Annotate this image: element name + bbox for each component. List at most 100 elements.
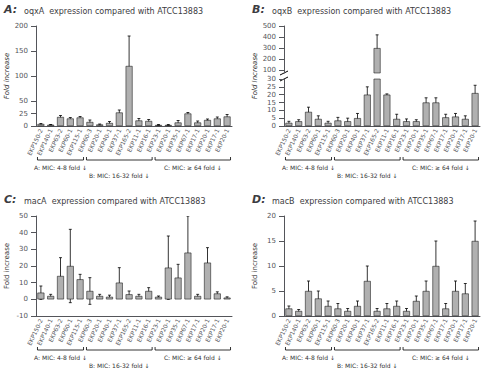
svg-text:EKP20-1: EKP20-1 bbox=[402, 127, 420, 153]
svg-text:A: MIC: 4-8 fold ↓: A: MIC: 4-8 fold ↓ bbox=[282, 354, 335, 361]
svg-text:30: 30 bbox=[19, 245, 28, 253]
svg-text:B: MIC: 16-32 fold ↓: B: MIC: 16-32 fold ↓ bbox=[337, 172, 398, 179]
svg-text:B: MIC: 16-32 fold ↓: B: MIC: 16-32 fold ↓ bbox=[337, 362, 398, 369]
svg-text:EKP165-2: EKP165-2 bbox=[113, 317, 133, 347]
svg-text:Fold increase: Fold increase bbox=[3, 243, 11, 289]
svg-text:Fold increase: Fold increase bbox=[251, 243, 259, 289]
svg-text:40: 40 bbox=[19, 229, 28, 237]
svg-text:Fold increase: Fold increase bbox=[3, 53, 11, 100]
svg-text:B: MIC: 16-32 fold ↓: B: MIC: 16-32 fold ↓ bbox=[89, 172, 150, 179]
svg-text:EKP20-1: EKP20-1 bbox=[213, 127, 230, 153]
svg-text:EKP35-1: EKP35-1 bbox=[412, 127, 430, 153]
svg-text:EKP63-2: EKP63-2 bbox=[294, 127, 312, 153]
svg-text:C: MIC: ≥ 64 fold ↓: C: MIC: ≥ 64 fold ↓ bbox=[164, 354, 222, 361]
svg-text:EKP23-1: EKP23-1 bbox=[144, 127, 162, 153]
svg-text:EKP115-1: EKP115-1 bbox=[64, 317, 84, 347]
svg-text:EKP60-1: EKP60-1 bbox=[56, 317, 74, 343]
svg-text:EKP20-1: EKP20-1 bbox=[154, 127, 172, 153]
svg-text:EKP115-1: EKP115-1 bbox=[312, 317, 332, 347]
svg-text:A: MIC: 4-8 fold ↓: A: MIC: 4-8 fold ↓ bbox=[282, 164, 335, 171]
svg-text:10: 10 bbox=[267, 106, 276, 114]
svg-text:10: 10 bbox=[19, 279, 28, 287]
svg-text:EKP37-1: EKP37-1 bbox=[105, 127, 123, 153]
svg-text:EKP140-1: EKP140-1 bbox=[35, 127, 54, 157]
svg-text:200: 200 bbox=[15, 22, 28, 30]
svg-text:EKP60-3: EKP60-3 bbox=[76, 127, 94, 153]
svg-text:25: 25 bbox=[19, 110, 28, 118]
svg-text:15: 15 bbox=[267, 237, 276, 245]
svg-text:EKP140-1: EKP140-1 bbox=[35, 317, 54, 347]
svg-text:EKP20-1: EKP20-1 bbox=[193, 127, 211, 153]
svg-text:30: 30 bbox=[267, 75, 276, 83]
svg-text:EKP17-1: EKP17-1 bbox=[451, 127, 469, 153]
svg-text:EKP60-1: EKP60-1 bbox=[56, 127, 74, 153]
svg-text:EKP63-2: EKP63-2 bbox=[46, 127, 64, 153]
svg-text:EKP23-1: EKP23-1 bbox=[392, 127, 410, 153]
svg-text:C:: C: bbox=[4, 193, 16, 206]
svg-text:EKP67-1: EKP67-1 bbox=[174, 127, 192, 153]
svg-text:EKP20-1: EKP20-1 bbox=[441, 127, 459, 153]
svg-text:0: 0 bbox=[24, 122, 28, 130]
svg-text:EKP20-1: EKP20-1 bbox=[213, 317, 230, 343]
svg-text:20: 20 bbox=[267, 91, 276, 99]
svg-text:20: 20 bbox=[267, 212, 276, 220]
svg-text:A: MIC: 4-8 fold ↓: A: MIC: 4-8 fold ↓ bbox=[34, 354, 87, 361]
svg-text:100: 100 bbox=[15, 72, 28, 80]
svg-text:400: 400 bbox=[263, 33, 276, 41]
svg-text:macB expression compared with: macB expression compared with ATCC13883 bbox=[272, 197, 454, 206]
svg-text:50: 50 bbox=[19, 212, 28, 220]
svg-text:EKP60-3: EKP60-3 bbox=[324, 127, 342, 153]
svg-text:EKP165-2: EKP165-2 bbox=[361, 127, 381, 157]
svg-text:-10: -10 bbox=[17, 312, 28, 320]
svg-text:300: 300 bbox=[263, 44, 276, 52]
svg-text:C: MIC: ≥ 64 fold ↓: C: MIC: ≥ 64 fold ↓ bbox=[412, 164, 470, 171]
svg-text:A: MIC: 4-8 fold ↓: A: MIC: 4-8 fold ↓ bbox=[34, 164, 87, 171]
svg-text:EKP37-1: EKP37-1 bbox=[353, 127, 371, 153]
svg-text:A:: A: bbox=[3, 3, 17, 16]
svg-text:EKP63-2: EKP63-2 bbox=[46, 317, 64, 343]
svg-text:EKP150-2: EKP150-2 bbox=[25, 317, 45, 347]
svg-text:EKP140-1: EKP140-1 bbox=[283, 127, 302, 157]
svg-text:10: 10 bbox=[267, 262, 276, 270]
svg-text:20: 20 bbox=[19, 262, 28, 270]
svg-text:EKP11-1: EKP11-1 bbox=[373, 127, 391, 153]
svg-text:EKP150-2: EKP150-2 bbox=[25, 127, 45, 157]
svg-text:5: 5 bbox=[272, 287, 276, 295]
svg-text:EKP60-1: EKP60-1 bbox=[304, 127, 322, 153]
svg-text:0: 0 bbox=[272, 122, 276, 130]
svg-text:500: 500 bbox=[263, 22, 276, 30]
svg-text:oqxB expression compared with: oqxB expression compared with ATCC13883 bbox=[272, 7, 451, 16]
svg-text:Fold Increase: Fold Increase bbox=[251, 53, 259, 100]
svg-text:EKP115-1: EKP115-1 bbox=[312, 127, 332, 157]
svg-text:B:: B: bbox=[252, 3, 265, 16]
svg-text:0: 0 bbox=[24, 295, 28, 303]
svg-text:EKP67-1: EKP67-1 bbox=[422, 127, 440, 153]
svg-text:25: 25 bbox=[267, 83, 276, 91]
svg-text:macA expression compared with: macA expression compared with ATCC13883 bbox=[24, 197, 205, 206]
svg-text:EKP165-2: EKP165-2 bbox=[113, 127, 133, 157]
svg-text:D:: D: bbox=[252, 193, 266, 206]
svg-text:C: MIC: ≥ 64 fold ↓: C: MIC: ≥ 64 fold ↓ bbox=[412, 354, 470, 361]
svg-text:150: 150 bbox=[15, 47, 28, 55]
svg-text:200: 200 bbox=[263, 55, 276, 63]
svg-text:EKP17-1: EKP17-1 bbox=[203, 127, 221, 153]
svg-text:EKP35-1: EKP35-1 bbox=[164, 127, 182, 153]
svg-text:EKP150-2: EKP150-2 bbox=[273, 127, 293, 157]
svg-text:EKP20-1: EKP20-1 bbox=[461, 127, 478, 153]
svg-text:EKP40-1: EKP40-1 bbox=[343, 127, 361, 153]
svg-text:EKP20-1: EKP20-1 bbox=[461, 317, 478, 343]
svg-text:EKP140-1: EKP140-1 bbox=[283, 317, 302, 347]
svg-text:15: 15 bbox=[267, 99, 276, 107]
svg-text:C: MIC: ≥ 64 fold ↓: C: MIC: ≥ 64 fold ↓ bbox=[164, 164, 222, 171]
svg-text:100: 100 bbox=[263, 66, 276, 74]
svg-text:EKP150-2: EKP150-2 bbox=[273, 317, 293, 347]
svg-text:EKP40-1: EKP40-1 bbox=[95, 127, 113, 153]
svg-text:EKP11-1: EKP11-1 bbox=[125, 127, 143, 153]
svg-text:5: 5 bbox=[272, 114, 276, 122]
svg-text:0: 0 bbox=[272, 312, 276, 320]
svg-text:EKP165-2: EKP165-2 bbox=[361, 317, 381, 347]
svg-text:B: MIC: 16-32 fold ↓: B: MIC: 16-32 fold ↓ bbox=[89, 362, 150, 369]
svg-text:oqxA expression compared with: oqxA expression compared with ATCC13883 bbox=[24, 7, 203, 16]
svg-text:50: 50 bbox=[19, 97, 28, 105]
svg-text:EKP115-1: EKP115-1 bbox=[64, 127, 84, 157]
